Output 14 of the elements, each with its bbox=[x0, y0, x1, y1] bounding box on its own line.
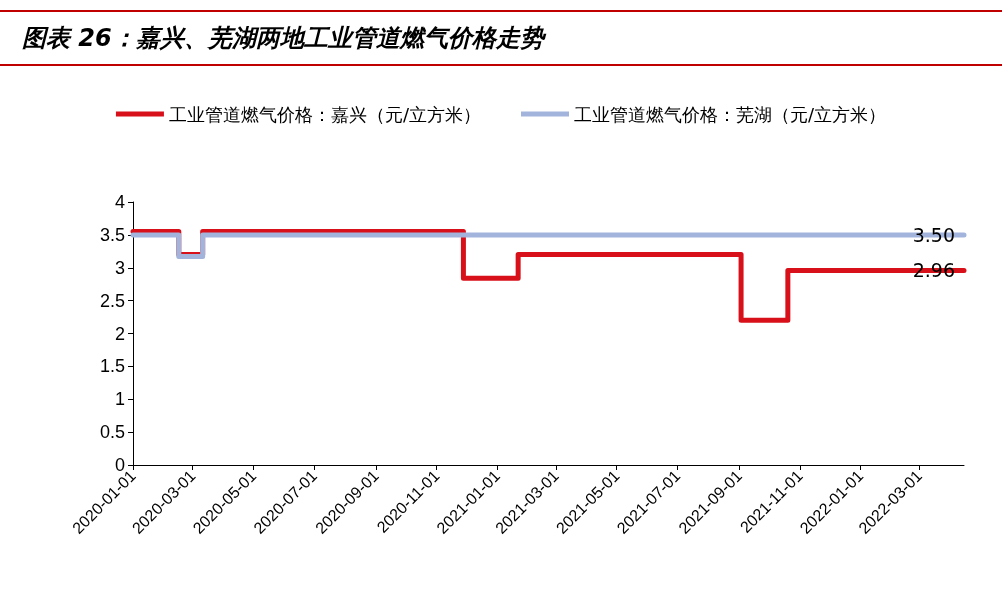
y-tick-label: 4 bbox=[114, 192, 125, 212]
y-tick-label: 2.5 bbox=[99, 290, 125, 311]
y-tick-label: 1.5 bbox=[99, 356, 125, 377]
chart-title: 图表 26：嘉兴、芜湖两地工业管道燃气价格走势 bbox=[0, 10, 1002, 66]
legend-label: 工业管道燃气价格：嘉兴（元/立方米） bbox=[168, 103, 482, 125]
y-tick-label: 3 bbox=[114, 257, 125, 278]
y-tick-label: 0 bbox=[114, 455, 125, 475]
legend-label: 工业管道燃气价格：芜湖（元/立方米） bbox=[574, 103, 887, 125]
y-tick-label: 0.5 bbox=[99, 422, 125, 443]
data-label: 2.96 bbox=[912, 259, 955, 282]
y-tick-label: 3.5 bbox=[99, 224, 125, 245]
y-tick-label: 2 bbox=[114, 323, 125, 344]
y-tick-label: 1 bbox=[114, 389, 125, 410]
data-label: 3.50 bbox=[912, 223, 955, 246]
